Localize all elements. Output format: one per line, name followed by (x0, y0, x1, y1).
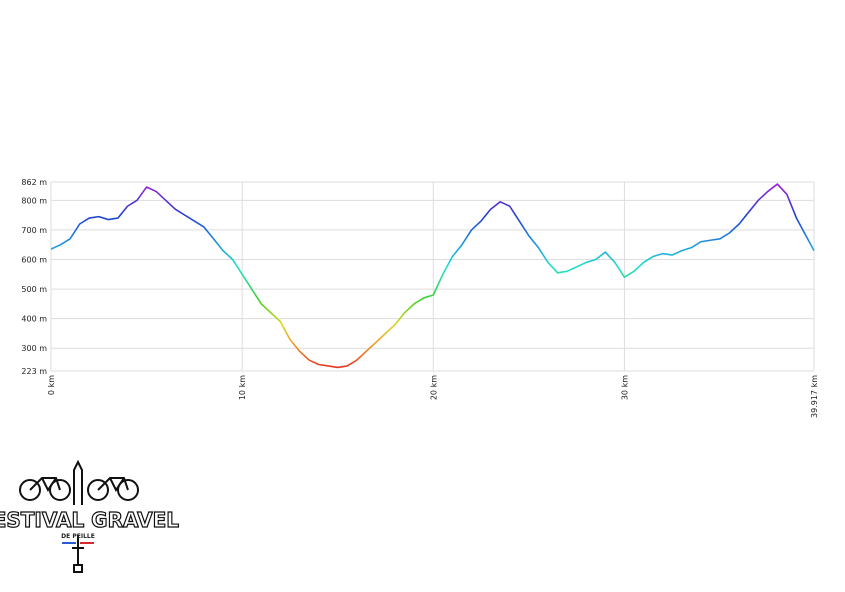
x-tick-label: 39.917 km (810, 375, 819, 418)
y-tick-label: 862 m (21, 178, 47, 187)
x-tick-label: 30 km (620, 375, 629, 400)
y-tick-label: 223 m (21, 367, 47, 376)
y-tick-label: 400 m (21, 315, 47, 324)
y-tick-label: 500 m (21, 285, 47, 294)
y-tick-label: 700 m (21, 226, 47, 235)
y-tick-label: 800 m (21, 196, 47, 205)
x-tick-label: 10 km (238, 375, 247, 400)
y-tick-label: 300 m (21, 344, 47, 353)
y-tick-label: 600 m (21, 255, 47, 264)
x-tick-label: 20 km (429, 375, 438, 400)
x-tick-label: 0 km (47, 375, 56, 395)
logo (19, 459, 139, 573)
plot: 223 m 300 m 400 m 500 m 600 m 700 m 800 m 862 m… (21, 178, 819, 418)
logo-title: FESTIVAL GRAVEL (0, 508, 179, 532)
logo-subtitle: DE PEILLE (61, 533, 95, 540)
elevation-line (50, 183, 815, 369)
